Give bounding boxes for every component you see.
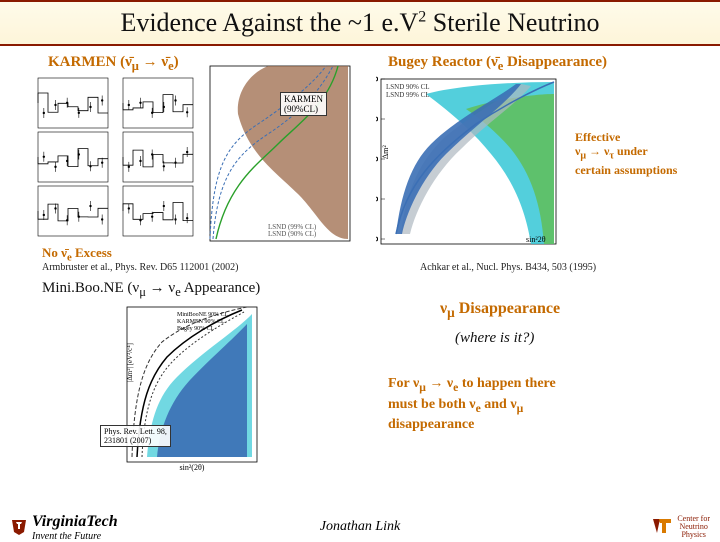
svg-text:sin²(2θ): sin²(2θ) (180, 463, 205, 472)
armbruster-cite: Armbruster et al., Phys. Rev. D65 112001… (42, 262, 238, 273)
achkar-cite: Achkar et al., Nucl. Phys. B434, 503 (19… (420, 262, 596, 273)
karmen-90cl-box: KARMEN(90%CL) (280, 92, 327, 116)
bugey-heading: Bugey Reactor (ν̄e Disappearance) (388, 54, 607, 74)
where-is-it: (where is it?) (455, 330, 534, 347)
karmen-limit-plot: LSND (99% CL) LSND (90% CL) (208, 64, 353, 244)
no-excess-label: No ν̄e Excess (42, 245, 112, 264)
svg-text:10: 10 (376, 77, 378, 83)
vt-shield-icon (10, 518, 28, 536)
bugey-plot: 10 10 10 10 10 LSND 90% CL LSND 99% CL sin²2… (376, 74, 561, 249)
svg-text:10: 10 (376, 197, 378, 203)
karmen-heading: KARMEN (ν̄μ → ν̄e) (48, 54, 179, 74)
svg-text:10: 10 (376, 157, 378, 163)
karmen-data-panels (30, 74, 205, 239)
must-both-text: For νμ → νe to happen theremust be both … (388, 375, 556, 435)
title-bar: Evidence Against the ~1 e.V2 Sterile Neu… (0, 0, 720, 46)
svg-text:LSND 99% CL: LSND 99% CL (386, 91, 430, 99)
mu-disappearance-label: νμ Disappearance (440, 300, 560, 321)
svg-text:KARMEN 90% CL: KARMEN 90% CL (177, 319, 225, 325)
svg-text:Δm²: Δm² (381, 145, 390, 159)
svg-text:10: 10 (376, 117, 378, 123)
miniboone-cite-box: Phys. Rev. Lett. 98,231801 (2007) (100, 425, 171, 447)
footer: VirginiaTech Invent the Future Jonathan … (0, 514, 720, 540)
svg-text:MiniBooNE 90% CL: MiniBooNE 90% CL (177, 312, 229, 318)
vt-logo-left: VirginiaTech Invent the Future (10, 513, 118, 542)
effective-annotation: Effectiveνμ → ντ undercertain assumption… (575, 130, 677, 177)
cnp-text: Center for Neutrino Physics (677, 515, 710, 539)
slide-title: Evidence Against the ~1 e.V2 Sterile Neu… (120, 8, 599, 38)
svg-text:LSND 90% CL: LSND 90% CL (386, 83, 430, 91)
vt-logo-right: Center for Neutrino Physics (651, 515, 710, 539)
vt-mark-icon (651, 517, 673, 537)
svg-text:|Δm²| [eV²/c⁴]: |Δm²| [eV²/c⁴] (126, 343, 134, 382)
svg-text:10: 10 (376, 237, 378, 243)
svg-text:LSND (90% CL): LSND (90% CL) (268, 230, 317, 238)
miniboone-heading: Mini.Boo.NE (νμ → νe Appearance) (42, 280, 260, 300)
vt-name: VirginiaTech (32, 513, 118, 531)
svg-text:Bugey 90% CL: Bugey 90% CL (177, 326, 215, 332)
speaker-name: Jonathan Link (320, 519, 401, 535)
svg-text:sin²2θ: sin²2θ (526, 235, 546, 244)
